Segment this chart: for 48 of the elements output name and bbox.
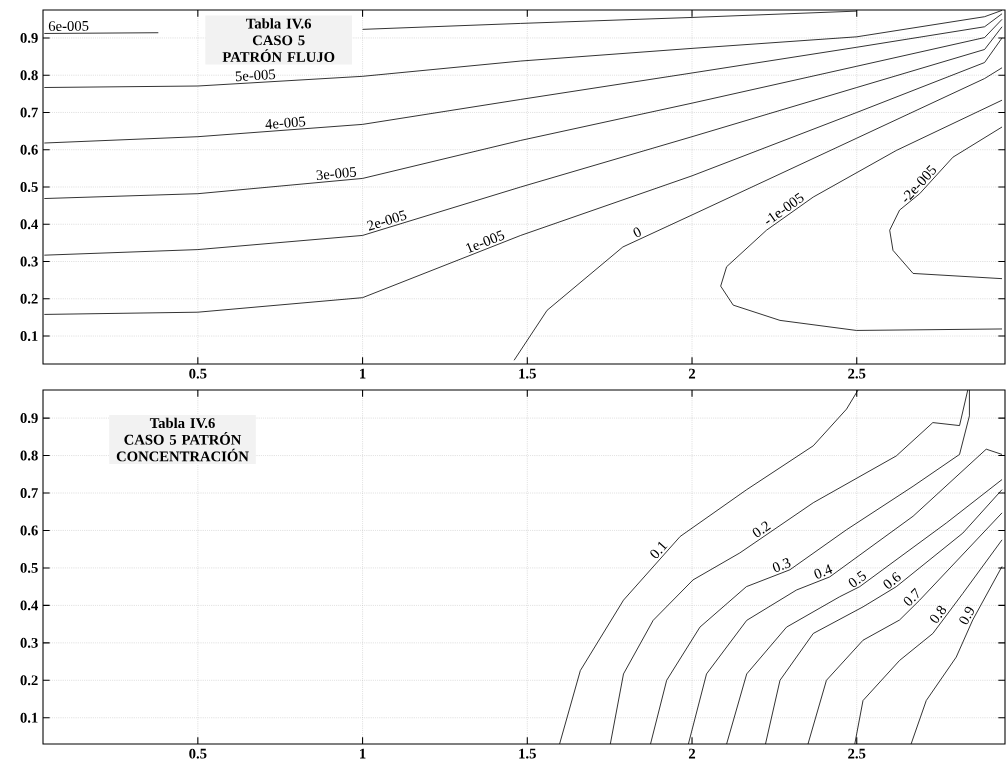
x-tick-label: 2.5 [848,748,866,759]
text: 0 [633,227,641,238]
y-tick-label: 0.2 [20,675,38,686]
text: CASO 5 PATRÓN CONCENTRACIÓN [116,431,249,462]
y-tick-label: 0.4 [20,600,39,611]
y-tick-label: 0.7 [20,488,38,498]
y-tick-label: 0.1 [20,712,38,723]
y-tick-label: 0.1 [20,331,38,342]
x-tick-label: 1 [360,368,366,379]
y-tick-label: 0.9 [20,32,38,43]
y-tick-label: 0.3 [20,256,38,267]
y-tick-label: 0.7 [20,107,38,118]
y-tick-label: 0.3 [20,637,38,648]
series-label: 5e-005 [235,69,276,82]
series-label: 6e-005 [48,20,89,32]
text: Tabla IV.6 [149,417,215,429]
chart-title: Tabla IV.6 [246,18,312,29]
text: 1e-005 [465,230,505,254]
x-tick-label: 0.5 [189,748,207,759]
y-tick-label: 0.6 [20,144,38,155]
text: 0.6 [883,571,901,589]
text: 0.8 [930,605,947,623]
x-tick-label: 1.5 [519,748,536,759]
x-tick-label: 2 [688,368,696,379]
y-tick-label: 0.8 [20,450,38,461]
x-tick-label: 2 [688,748,696,759]
y-tick-label: 0.2 [20,293,38,304]
text: CASO 5 PATRÓN FLUJO [222,35,335,62]
x-tick-label: 1 [360,748,366,759]
y-tick-label: 0.8 [20,70,38,81]
y-tick-label: 0.5 [20,562,38,573]
x-tick-label: 2.5 [848,368,866,379]
y-tick-label: 0.9 [20,413,38,424]
text: 0.2 [752,521,771,538]
text: 0.1 [650,541,668,559]
y-tick-label: 0.5 [20,182,38,192]
text: 0.4 [814,564,833,579]
text: 0.7 [903,587,919,606]
text: 0.5 [848,570,866,588]
text: 2e-005 [366,210,407,231]
series-label: 4e-005 [265,116,306,129]
y-tick-label: 0.6 [20,525,38,536]
legend-label: 0.9 [959,606,974,625]
x-tick-label: 1.5 [519,368,536,379]
y-tick-label: 0.4 [20,219,39,230]
text: 3e-005 [316,166,357,181]
x-tick-label: 0.5 [189,368,207,379]
text: 0.3 [772,558,791,572]
